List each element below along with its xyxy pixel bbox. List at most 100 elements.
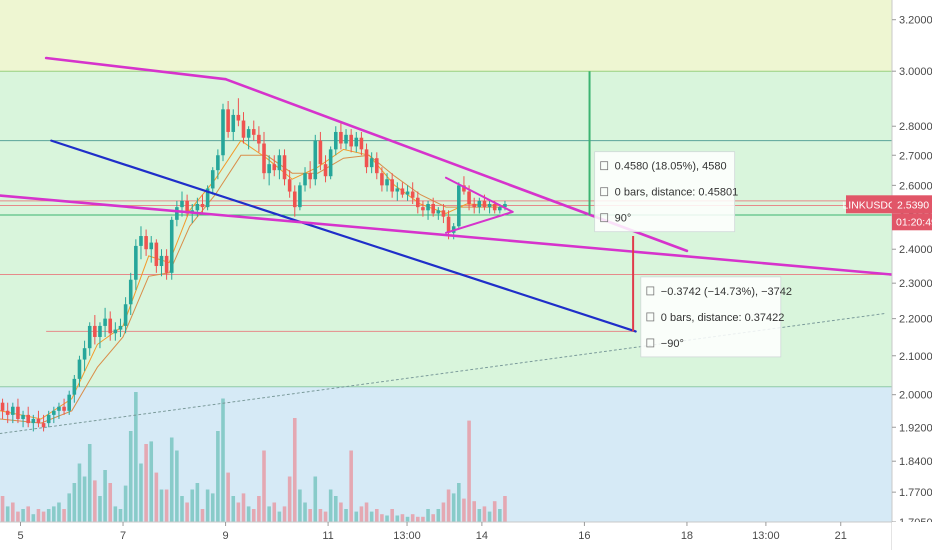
volume-bar-62: [318, 509, 323, 522]
volume-bar-32: [164, 489, 169, 522]
volume-bar-95: [487, 511, 492, 522]
volume-bar-64: [328, 489, 333, 522]
volume-bar-49: [251, 509, 256, 522]
candle-body-20: [103, 318, 107, 326]
last-price-tag-text: 2.5390: [897, 199, 929, 211]
volume-bar-78: [400, 514, 405, 522]
candle-body-94: [482, 200, 487, 208]
volume-bar-36: [185, 502, 189, 522]
volume-bar-72: [369, 511, 374, 522]
candle-body-2: [11, 406, 15, 415]
candle-body-68: [349, 134, 353, 147]
volume-bar-1: [5, 506, 10, 522]
time-tick-label-8: 13:00: [752, 530, 780, 542]
candle-body-19: [98, 325, 102, 337]
zone-0: [0, 0, 892, 72]
price-axis[interactable]: 3.20003.00002.80002.70002.60002.50002.40…: [891, 0, 932, 550]
candle-body-6: [31, 418, 36, 424]
candle-body-28: [144, 236, 148, 250]
candle-body-49: [251, 129, 256, 135]
countdown-tag-bg: [892, 213, 932, 231]
candle-body-63: [323, 164, 328, 177]
wedge-upper-line[interactable]: [445, 176, 514, 213]
triangle-lower-line[interactable]: [0, 194, 894, 276]
measure-text-0-0: 0.4580 (18.05%), 4580: [615, 161, 727, 173]
price-tick-label-1: 3.0000: [899, 66, 932, 78]
candle-body-62: [318, 140, 323, 165]
wedge-lower-line[interactable]: [445, 210, 514, 234]
blue-trendline[interactable]: [50, 139, 637, 333]
volume-bar-67: [344, 509, 348, 522]
volume-bar-47: [241, 493, 246, 522]
price-axis-bg: [892, 0, 932, 550]
volume-bar-46: [236, 502, 241, 522]
candle-body-87: [446, 216, 451, 233]
volume-bar-4: [21, 509, 25, 522]
volume-bar-8: [41, 511, 46, 522]
volume-bar-77: [395, 515, 400, 522]
candle-body-56: [287, 179, 292, 192]
candle-body-26: [134, 245, 138, 280]
volume-bar-76: [390, 509, 394, 522]
volume-bar-55: [282, 506, 287, 522]
volume-bar-90: [462, 498, 466, 522]
volume-bar-21: [108, 483, 113, 522]
candle-body-83: [426, 203, 430, 211]
volume-bar-92: [472, 501, 476, 522]
candle-body-98: [503, 203, 507, 208]
candle-body-13: [67, 394, 72, 411]
candle-body-76: [390, 179, 394, 192]
candle-body-45: [231, 114, 236, 132]
volume-bar-45: [231, 496, 236, 522]
measure-icon-0-1: [600, 187, 609, 197]
time-tick-label-6: 16: [578, 530, 590, 542]
volume-bar-13: [67, 493, 72, 522]
price-tick-label-3: 2.7000: [899, 150, 932, 162]
volume-bar-79: [405, 516, 410, 522]
candle-body-51: [262, 143, 266, 174]
volume-bar-85: [436, 509, 441, 522]
volume-bar-82: [421, 516, 425, 522]
volume-bar-11: [57, 502, 61, 522]
candle-body-31: [159, 255, 164, 267]
candle-body-69: [354, 137, 359, 147]
time-axis[interactable]: 5 7 9 11 13:00 14 16 18 13:00 21: [0, 521, 932, 550]
volume-bar-30: [154, 472, 159, 522]
volume-bar-37: [190, 489, 195, 522]
time-tick-label-2: 9: [223, 530, 229, 542]
volume-bar-17: [87, 444, 92, 522]
candle-body-27: [139, 236, 143, 246]
volume-bar-91: [467, 420, 471, 522]
candle-body-5: [26, 414, 30, 424]
candle-body-46: [236, 114, 241, 121]
triangle-upper-ext[interactable]: [44, 56, 227, 81]
candle-body-92: [472, 203, 476, 208]
candle-body-42: [216, 155, 220, 171]
volume-bar-35: [180, 496, 184, 522]
volume-bar-94: [482, 506, 487, 522]
ma-slow-line: [0, 154, 505, 424]
measure-icon-0-2: [600, 213, 609, 223]
volume-bar-70: [359, 506, 364, 522]
candle-body-16: [82, 348, 87, 360]
symbol-tag-bg: [846, 195, 892, 214]
candle-body-10: [52, 410, 56, 415]
volume-bar-42: [216, 431, 220, 522]
candle-body-84: [431, 203, 435, 214]
volume-bar-54: [277, 511, 282, 522]
volume-bar-38: [195, 483, 200, 522]
volume-bar-18: [93, 480, 97, 522]
volume-bar-5: [26, 506, 30, 522]
candle-body-33: [169, 219, 174, 273]
volume-bar-50: [257, 496, 261, 522]
volume-bar-19: [98, 496, 102, 522]
volume-bar-44: [226, 472, 230, 522]
candle-body-82: [421, 207, 425, 211]
volume-bar-53: [272, 502, 277, 522]
candle-body-96: [492, 203, 497, 211]
price-tick-label-8: 2.2000: [899, 314, 932, 326]
price-tick-label-6: 2.4000: [899, 244, 932, 256]
time-tick-label-7: 18: [681, 530, 693, 542]
volume-bar-33: [169, 437, 174, 522]
